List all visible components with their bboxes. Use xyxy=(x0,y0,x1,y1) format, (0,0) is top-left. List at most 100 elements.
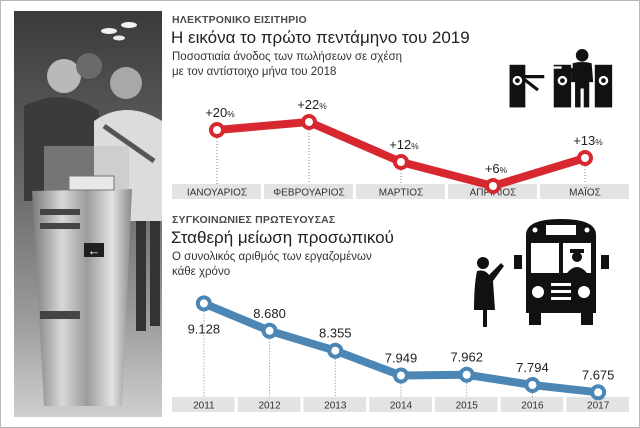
bus-windshield xyxy=(531,243,559,273)
data-label: +6% xyxy=(485,161,508,176)
data-label: 7.962 xyxy=(450,350,483,365)
bus-headlight xyxy=(578,286,590,298)
section2-title: Σταθερή μείωση προσωπικού xyxy=(171,228,394,247)
x-tick-label: 2013 xyxy=(324,401,347,412)
gate-right xyxy=(594,64,613,108)
arrow-sign xyxy=(84,243,104,257)
bus-destination-sign xyxy=(546,225,576,235)
vest-strap xyxy=(102,123,156,164)
data-label: +12% xyxy=(389,137,419,152)
person-head xyxy=(76,53,102,79)
category-box xyxy=(540,184,629,199)
waiting-person-body xyxy=(474,263,504,327)
gate-reader-dot xyxy=(560,78,565,83)
turnstile-body xyxy=(32,189,132,406)
data-label: +20% xyxy=(205,105,235,120)
bus-mirror xyxy=(514,255,522,269)
data-point-center xyxy=(199,299,208,308)
data-point-center xyxy=(397,158,405,166)
section2-subtitle-line2: κάθε χρόνο xyxy=(172,266,231,278)
bus-body xyxy=(526,219,596,313)
data-point-center xyxy=(305,118,313,126)
x-tick-label: 2016 xyxy=(521,401,544,412)
section1-kicker: ΗΛΕΚΤΡΟΝΙΚΟ ΕΙΣΙΤΗΡΙΟ xyxy=(172,14,307,26)
gate-arm xyxy=(522,75,545,92)
data-label-value: 9.128 xyxy=(188,321,221,336)
category-box xyxy=(237,397,301,412)
data-label: 8.680 xyxy=(253,306,286,321)
category-box xyxy=(500,397,564,412)
section2-kicker: ΣΥΓΚΟΙΝΩΝΙΕΣ ΠΡΩΤΕΥΟΥΣΑΣ xyxy=(172,214,336,226)
gate-reader-dot xyxy=(601,78,606,83)
data-label-unit: % xyxy=(319,101,327,111)
data-point-center xyxy=(397,371,405,380)
gate-left xyxy=(509,64,526,108)
category-box xyxy=(369,397,432,412)
card-reader xyxy=(68,175,115,191)
bus-grille xyxy=(551,297,571,300)
data-label-value: +20 xyxy=(205,105,227,120)
turnstile-slot xyxy=(40,209,80,215)
x-tick-label: 2015 xyxy=(456,401,479,412)
data-point-center xyxy=(462,370,471,379)
category-box xyxy=(303,397,367,412)
data-label: 7.949 xyxy=(385,351,418,366)
ticket-sales-chart: ΙΑΝΟΥΑΡΙΟΣΦΕΒΡΟΥΑΡΙΟΣΜΑΡΤΙΟΣΑΠΡΙΛΙΟΣΜΑΪΟ… xyxy=(172,97,629,199)
gate-reader-dot xyxy=(515,78,520,83)
data-label: 7.794 xyxy=(516,360,549,375)
person-body xyxy=(24,97,99,201)
section2-subtitle-line1: Ο συνολικός αριθμός των εργαζομένων xyxy=(172,251,372,263)
data-point-center xyxy=(581,154,589,162)
data-label-value: 8.355 xyxy=(319,326,352,341)
data-point-center xyxy=(489,182,497,190)
data-point-center xyxy=(594,388,603,397)
category-box xyxy=(356,184,445,199)
category-box xyxy=(566,397,629,412)
photo-illustration: ← xyxy=(14,11,162,417)
category-box xyxy=(434,397,498,412)
data-label-value: 7.949 xyxy=(385,351,418,366)
x-tick-label: ΦΕΒΡΟΥΑΡΙΟΣ xyxy=(273,188,344,199)
data-label-unit: % xyxy=(411,141,419,151)
staff-count-chart: 2011 2012 2013 2014 2015 2016 2017 9.128 8.680 8.… xyxy=(172,295,629,412)
section1-subtitle-line2: με τον αντίστοιχο μήνα του 2018 xyxy=(172,66,337,78)
bus-grille xyxy=(551,283,571,286)
driver-cap xyxy=(570,249,584,253)
data-label: +22% xyxy=(297,97,327,112)
data-label: 8.355 xyxy=(319,326,352,341)
data-label-unit: % xyxy=(595,137,603,147)
x-tick-label: ΜΑΪΟΣ xyxy=(569,187,601,199)
bus-headlight xyxy=(532,286,544,298)
data-label-value: +12 xyxy=(389,137,411,152)
category-box xyxy=(172,397,235,412)
data-point-center xyxy=(265,326,274,335)
person-head xyxy=(110,67,142,99)
arrow-sign-glyph: ← xyxy=(88,243,101,258)
bus-wheel xyxy=(581,313,593,325)
waiting-person-head xyxy=(477,257,489,269)
metro-turnstile-photo: ← xyxy=(14,11,162,417)
x-tick-label: 2012 xyxy=(258,401,281,412)
person-head xyxy=(47,59,81,93)
driver-head xyxy=(572,252,582,262)
person-leg xyxy=(136,221,146,331)
bus-wheel xyxy=(529,313,541,325)
data-label-unit: % xyxy=(227,109,235,119)
data-point-center xyxy=(331,346,340,355)
turnstile-icon xyxy=(509,49,613,108)
ceiling-light xyxy=(113,35,125,41)
data-point-center xyxy=(213,126,221,134)
category-box xyxy=(172,184,261,199)
ceiling-light xyxy=(101,28,117,34)
data-label-value: +6 xyxy=(485,161,500,176)
passenger-head xyxy=(575,49,589,62)
x-tick-label: 2014 xyxy=(390,401,413,412)
data-label: 7.675 xyxy=(582,367,615,382)
data-label-value: +22 xyxy=(297,97,319,112)
x-tick-label: 2011 xyxy=(193,401,215,412)
data-label-unit: % xyxy=(500,165,508,175)
gate-middle xyxy=(553,64,572,108)
section1-title: Η εικόνα το πρώτο πεντάμηνο του 2019 xyxy=(171,28,470,47)
data-point-center xyxy=(528,381,537,390)
data-label: +13% xyxy=(573,133,603,148)
